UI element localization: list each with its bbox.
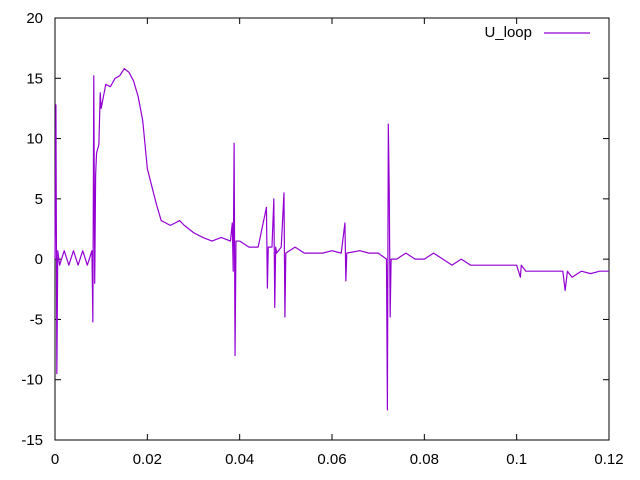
- y-tick-label: 0: [35, 251, 43, 268]
- x-axis-ticks: 0 0.02 0.04 0.06 0.08 0.1 0.12: [51, 18, 624, 468]
- x-tick-label: 0.12: [594, 451, 623, 468]
- y-axis-ticks: -15 -10 -5 0 5 10 15 20: [21, 10, 609, 449]
- y-tick-label: 5: [35, 191, 43, 208]
- y-tick-label: -5: [30, 311, 43, 328]
- series-layer: [54, 68, 609, 411]
- y-tick-label: 10: [26, 131, 43, 148]
- y-tick-label: -15: [21, 432, 43, 449]
- y-tick-label: -10: [21, 372, 43, 389]
- x-tick-label: 0.04: [225, 451, 254, 468]
- x-tick-label: 0.1: [506, 451, 527, 468]
- y-tick-label: 20: [26, 10, 43, 27]
- y-tick-label: 15: [26, 70, 43, 87]
- x-tick-label: 0: [51, 451, 59, 468]
- legend: U_loop: [484, 24, 590, 41]
- x-tick-label: 0.06: [317, 451, 346, 468]
- series-line-u-loop: [54, 68, 609, 411]
- x-tick-label: 0.08: [410, 451, 439, 468]
- x-tick-label: 0.02: [133, 451, 162, 468]
- legend-label: U_loop: [484, 24, 532, 41]
